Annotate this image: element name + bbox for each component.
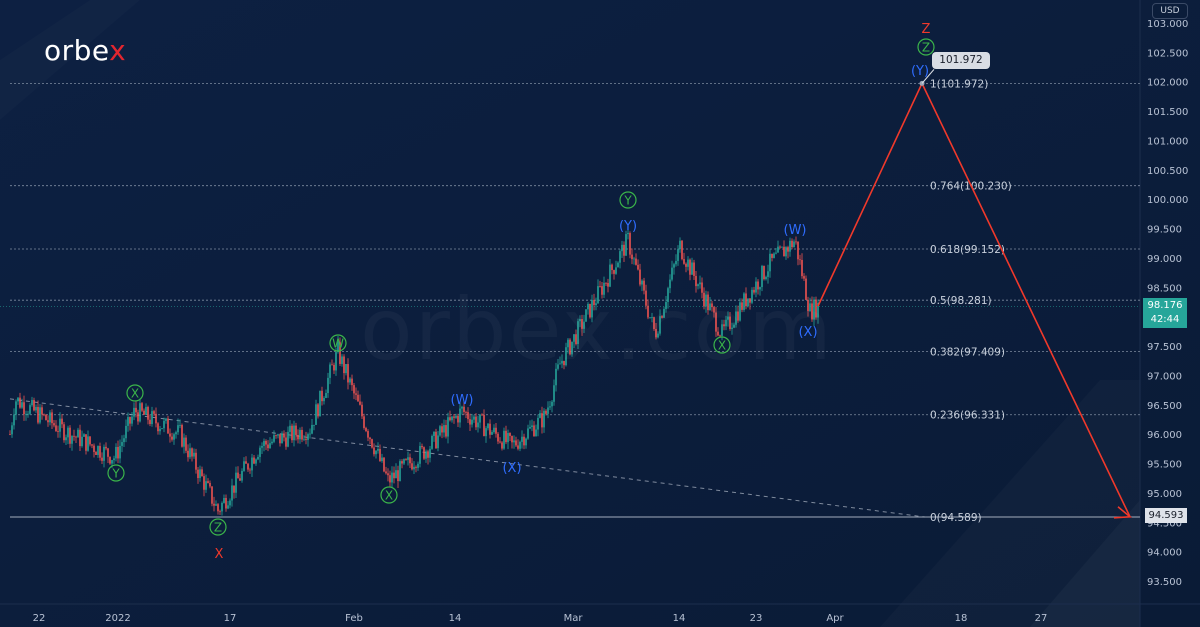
price-tick-label: 96.000 [1147, 430, 1182, 441]
fib-level-label: 0.5(98.281) [930, 295, 992, 307]
price-callout: 101.972 [932, 52, 990, 69]
wave-label-circle [380, 486, 398, 504]
fib-level-label: 0.618(99.152) [930, 244, 1005, 256]
price-tick-label: 103.000 [1147, 19, 1188, 30]
wave-label: Y [623, 194, 632, 208]
time-tick-label: Apr [826, 613, 844, 624]
time-tick-label: 18 [955, 613, 968, 624]
logo-accent: x [109, 34, 127, 67]
price-tick-label: 99.000 [1147, 254, 1182, 265]
price-tick-label: 97.000 [1147, 371, 1182, 382]
price-tick-label: 101.000 [1147, 136, 1188, 147]
time-axis[interactable]: 22 2022 17 Feb 14 Mar 14 23 Apr 18 27 [33, 613, 1048, 624]
time-tick-label: 27 [1035, 613, 1048, 624]
wave-label: (Y) [911, 64, 929, 79]
callout-pointer [921, 69, 935, 84]
price-tick-label: 101.500 [1147, 107, 1188, 118]
fib-level-label: 0.236(96.331) [930, 410, 1005, 422]
wave-label: W [332, 337, 344, 351]
price-tick-label: 96.500 [1147, 401, 1182, 412]
price-tick-label: 102.000 [1147, 78, 1188, 89]
price-tick-label: 100.000 [1147, 195, 1188, 206]
wave-label: Y [111, 467, 120, 481]
fibonacci-levels: 1(101.972)0.764(100.230)0.618(99.152)0.5… [0, 78, 1140, 524]
price-tick-label: 94.500 [1147, 518, 1182, 529]
logo-text: orbe [44, 34, 110, 67]
price-tick-label: 95.500 [1147, 460, 1182, 471]
candlestick-series [9, 226, 819, 516]
fib-level-label: 1(101.972) [930, 78, 988, 90]
time-tick-label: 23 [750, 613, 763, 624]
trendline-dashed [9, 398, 926, 518]
time-tick-label: Feb [345, 613, 363, 624]
arrow-down-icon [1113, 506, 1133, 519]
fib-level-label: 0.382(97.409) [930, 346, 1005, 358]
price-tick-label: 93.500 [1147, 577, 1182, 588]
wave-label: Z [214, 521, 222, 535]
time-tick-label: 22 [33, 613, 46, 624]
wave-label: X [718, 339, 726, 353]
time-tick-label: Mar [564, 613, 584, 624]
wave-label: (Y) [619, 219, 637, 234]
wave-label-circle [917, 38, 935, 56]
wave-label-circle [209, 518, 227, 536]
time-tick-label: 17 [224, 613, 237, 624]
projection-path [817, 69, 1133, 519]
wave-label-circle [713, 336, 731, 354]
price-tick-label: 97.500 [1147, 342, 1182, 353]
trendline [9, 398, 926, 518]
price-tick-label: 102.500 [1147, 48, 1188, 59]
wave-label: (W) [451, 393, 474, 408]
fib-level-label: 0(94.589) [930, 512, 982, 524]
time-tick-label: 2022 [105, 613, 130, 624]
currency-label[interactable]: USD [1152, 3, 1188, 19]
wave-label: Z [922, 22, 931, 37]
wave-label-circle [126, 384, 144, 402]
price-tick-label: 100.500 [1147, 166, 1188, 177]
orbex-logo: orbex [44, 34, 126, 67]
watermark: orbex.com [360, 280, 834, 380]
time-tick-label: 14 [673, 613, 686, 624]
current-price-value: 98.176 [1147, 300, 1183, 311]
wave-label-circle [329, 334, 347, 352]
target-price-tag: 94.593 [1145, 508, 1187, 523]
wave-label-circle [619, 191, 637, 209]
candle-countdown: 42:44 [1150, 314, 1180, 325]
wave-label: Z [922, 41, 930, 55]
wave-label: (W) [784, 223, 807, 238]
wave-label: X [385, 489, 393, 503]
time-tick-label: 14 [449, 613, 462, 624]
price-tick-label: 99.500 [1147, 225, 1182, 236]
wave-label: (X) [798, 325, 817, 340]
price-tick-label: 98.500 [1147, 283, 1182, 294]
wave-label: (X) [502, 461, 521, 476]
price-tick-label: 95.000 [1147, 489, 1182, 500]
current-price-tag: 98.176 42:44 [1143, 298, 1187, 328]
wave-label: X [215, 547, 224, 562]
wave-label: X [131, 387, 139, 401]
wave-label-circle [107, 464, 125, 482]
price-tick-label: 94.000 [1147, 548, 1182, 559]
